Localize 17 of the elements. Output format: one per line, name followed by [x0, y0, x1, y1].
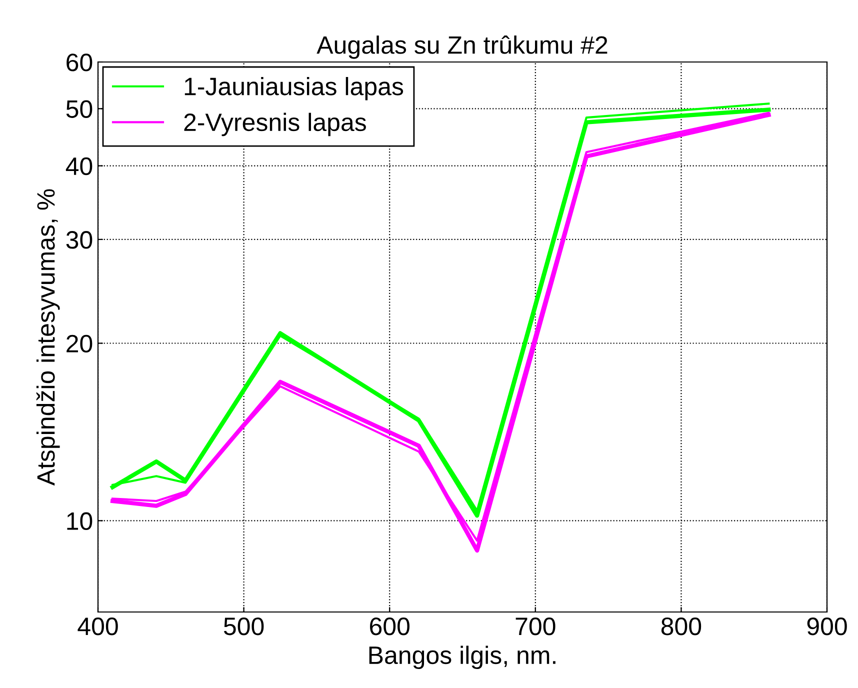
x-tick-label: 800	[661, 618, 702, 636]
x-tick-label: 400	[78, 618, 118, 636]
y-tick-label: 30	[66, 231, 92, 249]
y-axis-title: Atspindžio intesyvumas, %	[36, 189, 60, 486]
x-tick-label: 700	[516, 618, 556, 636]
y-tick-label: 20	[66, 334, 92, 353]
x-tick-label: 900	[807, 618, 847, 636]
y-tick-label: 10	[67, 512, 92, 530]
y-tick-label: 50	[66, 100, 92, 118]
chart-title: Augalas su Zn trûkumu #2	[316, 35, 608, 59]
y-tick-label: 60	[66, 54, 92, 72]
legend-label: 2-Vyresnis lapas	[184, 112, 366, 136]
x-axis-title: Bangos ilgis, nm.	[369, 646, 556, 670]
legend-label: 1-Jauniausias lapas	[184, 77, 404, 100]
y-tick-label: 40	[66, 157, 92, 176]
x-tick-label: 500	[224, 618, 264, 636]
x-tick-label: 600	[370, 618, 410, 636]
